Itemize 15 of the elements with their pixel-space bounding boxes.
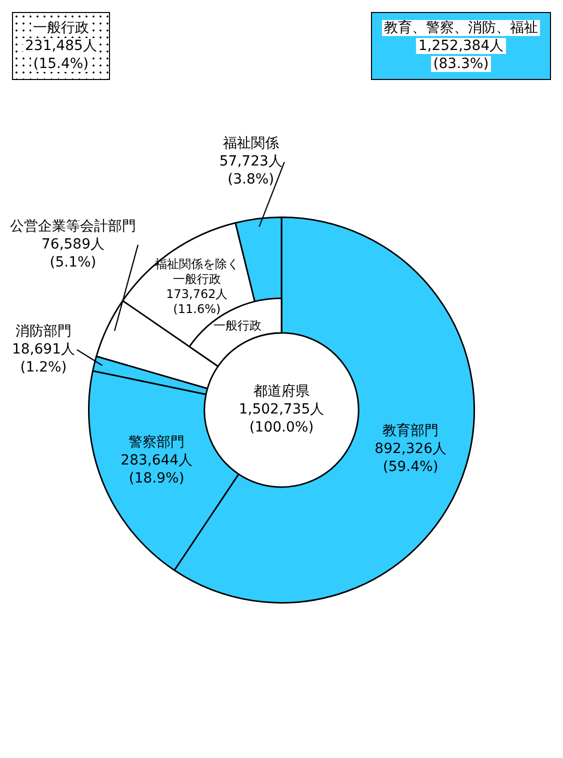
slice-label: 教育部門 [382,422,439,439]
data-label: 892,326人 (59.4%) [374,440,447,475]
slice-label: 警察部門 [128,434,185,451]
text: 一般行政 231,485人 (15.4%) [24,20,98,72]
data-label: 18,691人 (1.2%) [12,341,75,376]
text: 都道府県 1,502,735人 (100.0%) [238,384,324,436]
text: 教育、警察、消防、福祉 1,252,384人 (83.3%) [383,20,539,72]
data-label: 76,589人 (5.1%) [42,236,104,270]
data-label: 57,723人 (3.8%) [219,154,282,188]
slice-label: 福祉関係 [222,136,279,152]
slice-label: 消防部門 [15,323,72,340]
slice-label: 公営企業等会計部門 [10,218,136,234]
data-label: 173,762人 (11.6%) [166,287,228,316]
text: 一般行政 [214,318,262,333]
data-label: 283,644人 (18.9%) [120,452,193,487]
